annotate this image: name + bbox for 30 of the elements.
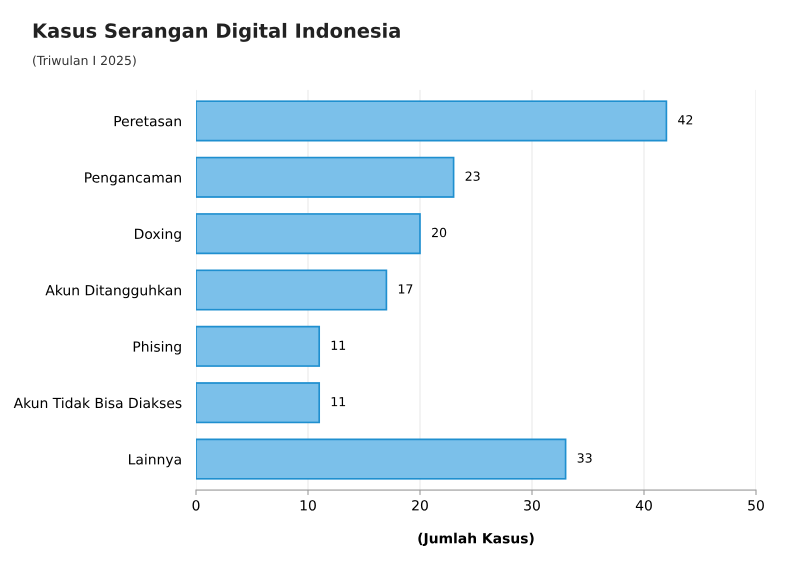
- x-tick-label: 10: [300, 500, 316, 511]
- bar: [196, 213, 421, 254]
- bar: [196, 156, 454, 198]
- y-tick-label: Akun Tidak Bisa Diakses: [14, 397, 182, 408]
- text: (Triwulan I 2025): [33, 55, 136, 67]
- data-label: 17: [398, 284, 412, 294]
- x-tick-label: 40: [636, 500, 652, 511]
- x-axis-title: (Jumlah Kasus): [418, 532, 534, 546]
- y-tick-label: Peretasan: [114, 116, 181, 126]
- y-tick-label: Pengancaman: [85, 172, 181, 186]
- data-label: 11: [332, 397, 346, 406]
- bar: [196, 100, 668, 142]
- y-tick-label: Phising: [134, 341, 181, 355]
- y-tick-label: Doxing: [135, 228, 181, 242]
- data-label: 33: [578, 453, 592, 463]
- x-tick-label: 50: [748, 500, 764, 511]
- bar: [196, 326, 320, 367]
- bar: [196, 382, 320, 424]
- y-tick-label: Lainnya: [129, 454, 181, 468]
- x-tick-label: 0: [192, 500, 200, 511]
- data-label: 20: [432, 228, 446, 238]
- bar: [196, 269, 388, 311]
- y-tick-label: Akun Ditangguhkan: [45, 284, 181, 298]
- bar: [196, 438, 566, 480]
- chart-title: Kasus Serangan Digital Indonesia: [34, 22, 400, 42]
- x-tick-label: 30: [524, 500, 540, 511]
- data-label: 42: [678, 115, 692, 124]
- data-label: 23: [466, 171, 480, 181]
- data-label: 11: [332, 340, 346, 350]
- x-tick-label: 20: [412, 500, 428, 511]
